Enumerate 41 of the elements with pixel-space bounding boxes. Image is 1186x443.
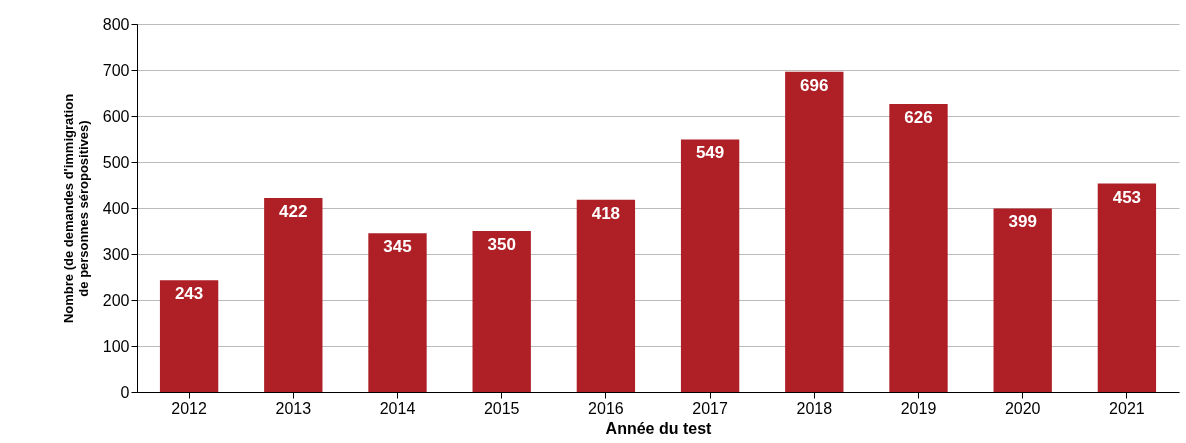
data-label: 243	[174, 284, 204, 304]
bar	[576, 199, 636, 392]
y-tick-label: 600	[102, 107, 130, 125]
x-tick-label: 2020	[1004, 399, 1041, 417]
y-tick-label: 100	[102, 337, 130, 355]
data-label: 453	[1112, 187, 1142, 207]
x-tick-label: 2019	[900, 399, 937, 417]
bar	[159, 280, 219, 392]
data-label: 345	[383, 237, 412, 257]
y-tick-label: 300	[102, 245, 130, 263]
x-tick-label: 2018	[796, 399, 833, 417]
y-tick-label: 0	[120, 383, 130, 401]
data-label: 418	[591, 203, 621, 223]
bar	[785, 71, 844, 392]
x-tick-label: 2014	[379, 399, 416, 417]
x-tick-label: 2015	[483, 399, 520, 417]
bar	[1097, 183, 1157, 392]
x-tick-label: 2021	[1109, 399, 1145, 417]
y-tick-label: 700	[102, 61, 130, 79]
data-label: 399	[1008, 212, 1037, 232]
x-tick-label: 2016	[588, 399, 624, 417]
y-tick-label: 800	[102, 15, 130, 33]
bar	[472, 231, 531, 392]
x-tick-label: 2012	[171, 399, 207, 417]
data-label: 696	[800, 75, 829, 95]
bar	[680, 139, 740, 392]
y-tick-label: 500	[102, 153, 130, 171]
data-label: 422	[279, 201, 308, 221]
bar	[368, 233, 427, 392]
data-label: 549	[695, 143, 725, 163]
bar	[889, 104, 948, 392]
y-axis-title: Nombre (de demandes d'immigration de personnes séropositives)	[60, 93, 91, 324]
x-tick-label: 2017	[692, 399, 728, 417]
x-axis-title: Année du test	[605, 419, 713, 437]
y-tick-label: 400	[102, 199, 130, 217]
x-tick-label: 2013	[275, 399, 312, 417]
y-tick-label: 200	[102, 291, 130, 309]
bar	[264, 197, 323, 392]
data-label: 350	[487, 235, 516, 254]
data-label: 626	[904, 108, 933, 128]
bar	[993, 208, 1052, 392]
